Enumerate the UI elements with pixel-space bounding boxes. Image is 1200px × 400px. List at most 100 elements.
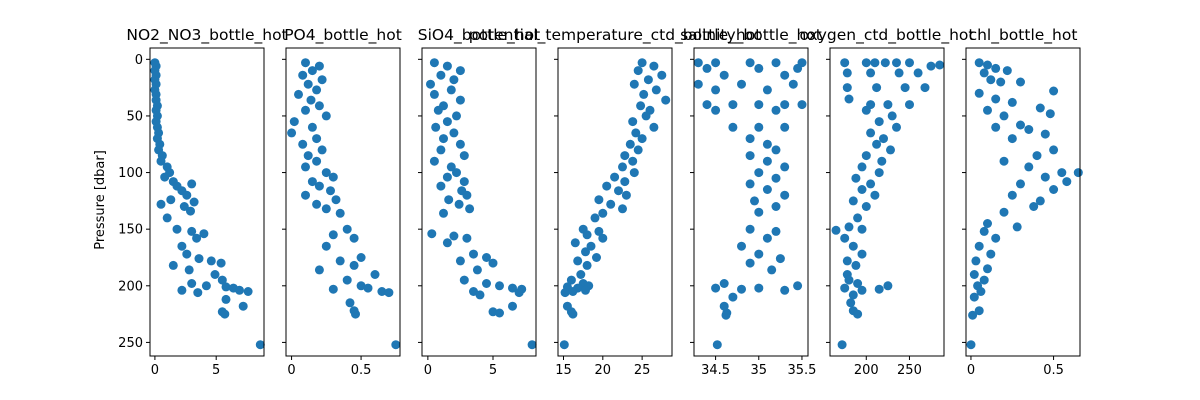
x-tick-label: 20 [595, 363, 612, 378]
data-point [303, 151, 313, 161]
data-point [771, 58, 781, 68]
data-point [1049, 145, 1059, 155]
data-point [969, 292, 979, 302]
x-tick-label: 5 [212, 363, 220, 378]
data-point [287, 128, 297, 138]
data-point [641, 111, 651, 121]
data-point [754, 249, 764, 259]
data-point [568, 309, 578, 319]
data-point [206, 256, 216, 266]
data-point [754, 122, 764, 132]
data-point [162, 213, 172, 223]
subplot-title: SiO4_bottle_hot [418, 26, 540, 45]
x-tick-label: 5 [489, 363, 497, 378]
data-point [857, 285, 867, 295]
data-point [356, 253, 366, 262]
data-point [307, 177, 317, 187]
data-point [974, 306, 984, 316]
data-point [620, 151, 630, 161]
plot-frame [829, 47, 945, 357]
data-point [905, 100, 914, 110]
data-point [661, 95, 671, 105]
data-point [431, 122, 441, 132]
data-point [872, 139, 882, 149]
plot-frame [965, 47, 1081, 357]
data-point [762, 185, 772, 194]
data-point [220, 309, 230, 319]
data-point [314, 101, 324, 111]
data-point [913, 68, 923, 78]
data-point [326, 186, 335, 196]
data-point [335, 208, 345, 218]
data-point [1040, 172, 1050, 182]
scatter-points [693, 58, 807, 350]
data-point [306, 95, 316, 105]
data-point [737, 79, 746, 89]
scatter-points [966, 58, 1083, 350]
data-point [983, 219, 992, 228]
data-point [566, 275, 576, 285]
x-tick: 20 [595, 356, 612, 378]
data-point [210, 270, 220, 279]
data-point [455, 256, 465, 266]
data-point [754, 100, 764, 110]
data-point [384, 288, 394, 298]
x-tick: 15 [555, 356, 572, 378]
data-point [780, 100, 790, 110]
data-point [172, 224, 182, 234]
x-tick-label: 35.5 [787, 363, 816, 378]
subplot-title: potential_temperature_ctd_bottle_hot [469, 26, 762, 45]
data-point [314, 265, 324, 275]
data-point [750, 196, 759, 206]
data-point [737, 241, 746, 251]
data-point [702, 100, 712, 110]
data-point [780, 190, 790, 200]
data-point [436, 181, 446, 191]
data-point [870, 58, 880, 68]
data-point [857, 162, 867, 172]
subplot-4: 15 20 25 potential_temperature_ctd_bottle_h… [469, 26, 762, 378]
data-point [189, 197, 199, 207]
x-tick: 0 [287, 356, 296, 378]
data-point [370, 270, 380, 279]
x-tick-label: 0.5 [1043, 363, 1064, 378]
data-point [991, 233, 1001, 243]
data-point [780, 70, 790, 80]
data-point [449, 128, 459, 138]
x-tick-label: 0 [287, 363, 295, 378]
data-point [780, 285, 790, 295]
data-point [455, 95, 465, 105]
data-point [643, 75, 653, 85]
data-point [991, 63, 1001, 73]
data-point [649, 61, 659, 71]
data-point [301, 105, 310, 115]
data-point [377, 287, 387, 296]
x-tick: 34.5 [701, 356, 730, 378]
plot-frame [421, 47, 537, 357]
data-point [1032, 151, 1042, 161]
data-point [307, 122, 317, 132]
data-point [349, 233, 359, 243]
x-tick: 0 [424, 356, 432, 378]
data-point [737, 284, 746, 294]
data-point [429, 89, 439, 99]
data-point [874, 117, 884, 127]
data-point [426, 79, 435, 89]
data-point [966, 340, 976, 350]
data-point [427, 229, 437, 239]
data-point [610, 172, 620, 182]
data-point [462, 190, 472, 200]
data-point [762, 233, 772, 243]
data-point [991, 94, 1001, 104]
x-tick: 0.5 [351, 356, 371, 378]
data-point [874, 284, 884, 294]
data-point [1024, 125, 1034, 134]
data-point [201, 281, 211, 291]
data-point [235, 285, 244, 295]
data-point [629, 168, 639, 178]
data-point [429, 58, 439, 68]
data-point [255, 340, 265, 350]
